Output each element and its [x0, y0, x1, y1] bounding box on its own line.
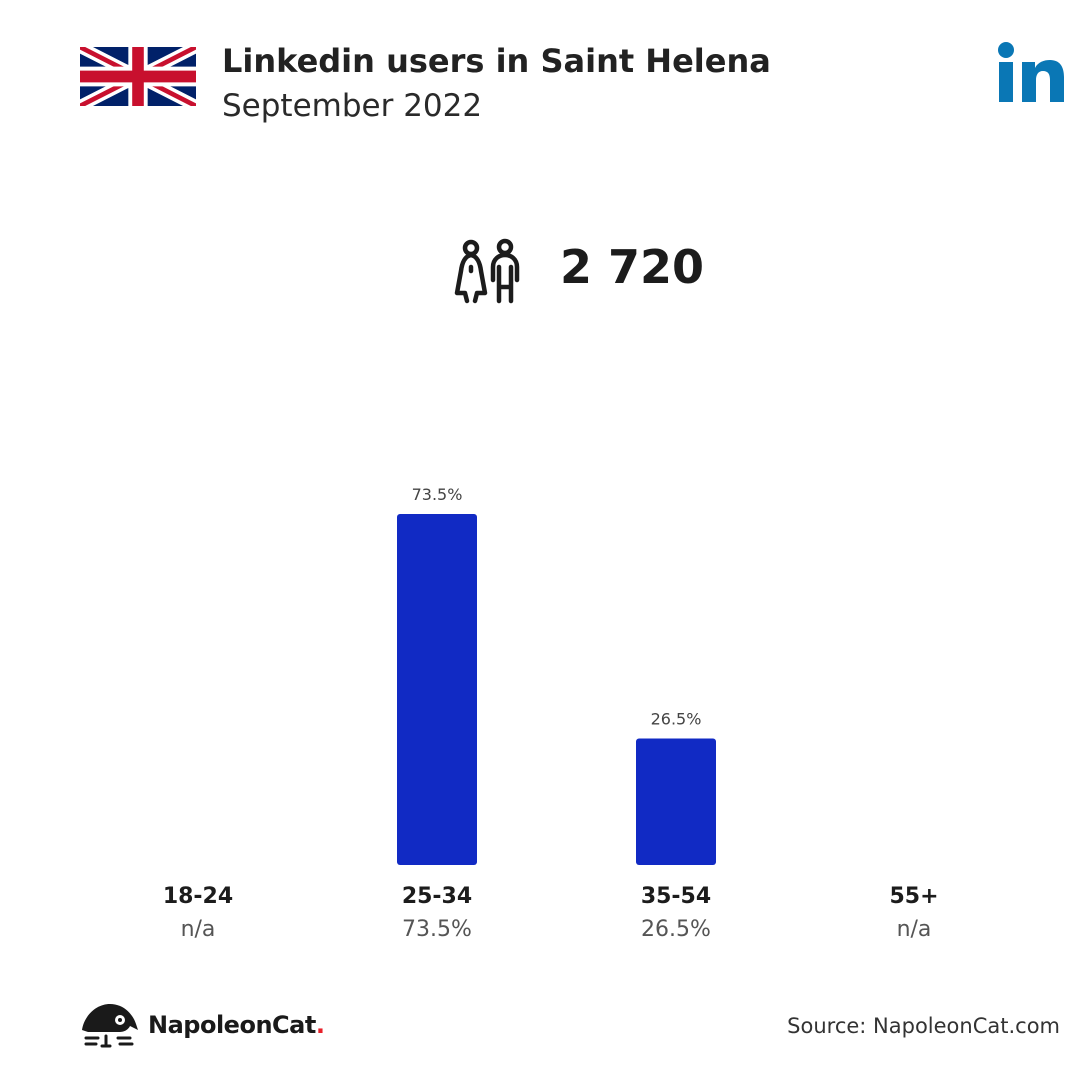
category-label: 35-54	[640, 884, 712, 909]
brand-dot: .	[315, 1011, 325, 1039]
category-value: 26.5%	[641, 917, 711, 942]
bar-value-label: 26.5%	[651, 709, 702, 728]
uk-flag-icon	[80, 47, 196, 106]
bar-25-34	[397, 514, 477, 865]
users-icon	[454, 238, 520, 304]
source-credit: Source: NapoleonCat.com	[787, 1014, 1060, 1038]
page-subtitle: September 2022	[222, 88, 483, 124]
category-label: 25-34	[401, 884, 473, 909]
total-users: 2 720	[560, 240, 705, 294]
linkedin-icon	[998, 42, 1064, 102]
brand-name: NapoleonCat.	[148, 1011, 325, 1039]
page-title: Linkedin users in Saint Helena	[222, 42, 771, 80]
category-label: 55+	[889, 884, 939, 909]
category-value: 73.5%	[402, 917, 472, 942]
category-value: n/a	[180, 917, 216, 942]
brand-name-text: NapoleonCat	[148, 1011, 316, 1039]
category-label: 18-24	[162, 884, 234, 909]
bar-35-54	[636, 738, 716, 865]
bar-value-label: 73.5%	[412, 485, 463, 504]
napoleoncat-logo-icon	[82, 1004, 138, 1048]
category-value: n/a	[896, 917, 932, 942]
